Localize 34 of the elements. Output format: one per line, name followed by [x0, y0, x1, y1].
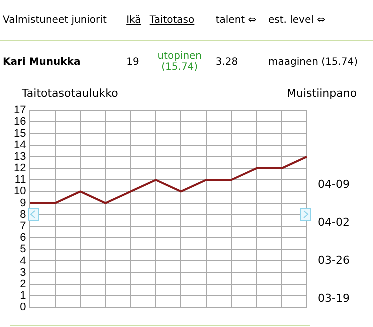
text: est. level ⇔: [265, 0, 373, 40]
y-tick-label: 2: [20, 278, 26, 290]
text: utopinen (15.74): [156, 50, 204, 75]
text: Kari Munukka: [2, 56, 82, 70]
y-tick-label: 14: [14, 139, 26, 152]
y-tick-label: 17: [14, 104, 26, 117]
y-tick-label: 12: [14, 162, 26, 175]
text: 19: [126, 56, 140, 70]
y-tick-label: 10: [14, 186, 26, 198]
y-tick-label: 16: [14, 116, 26, 128]
y-tick-label: 3: [20, 266, 26, 279]
text: 03-26: [318, 254, 350, 267]
text: Ikä: [124, 0, 147, 40]
y-tick-label: 9: [20, 197, 26, 210]
text: Muistiinpano: [287, 87, 358, 100]
text: 3.28: [214, 56, 240, 70]
text: 04-02: [318, 216, 350, 229]
y-tick-label: 5: [20, 244, 26, 256]
y-tick-label: 1: [20, 290, 26, 302]
y-tick-label: 4: [20, 255, 26, 268]
text: 04-09: [318, 178, 350, 191]
text: 03-19: [318, 292, 350, 305]
y-tick-label: 11: [14, 174, 26, 186]
text: Taitotaso: [146, 0, 213, 40]
y-tick-label: 13: [14, 150, 26, 163]
text: maaginen (15.74): [267, 56, 360, 70]
y-tick-label: 7: [20, 220, 26, 233]
y-tick-label: 15: [14, 128, 26, 140]
text: Valmistuneet juniorit: [0, 0, 124, 40]
y-tick-label: 6: [20, 232, 26, 244]
y-tick-label: 8: [20, 208, 26, 221]
y-tick-label: 0: [20, 302, 26, 314]
text: talent ⇔: [212, 0, 266, 40]
chart-title: Taitotasotaulukko: [22, 87, 118, 100]
